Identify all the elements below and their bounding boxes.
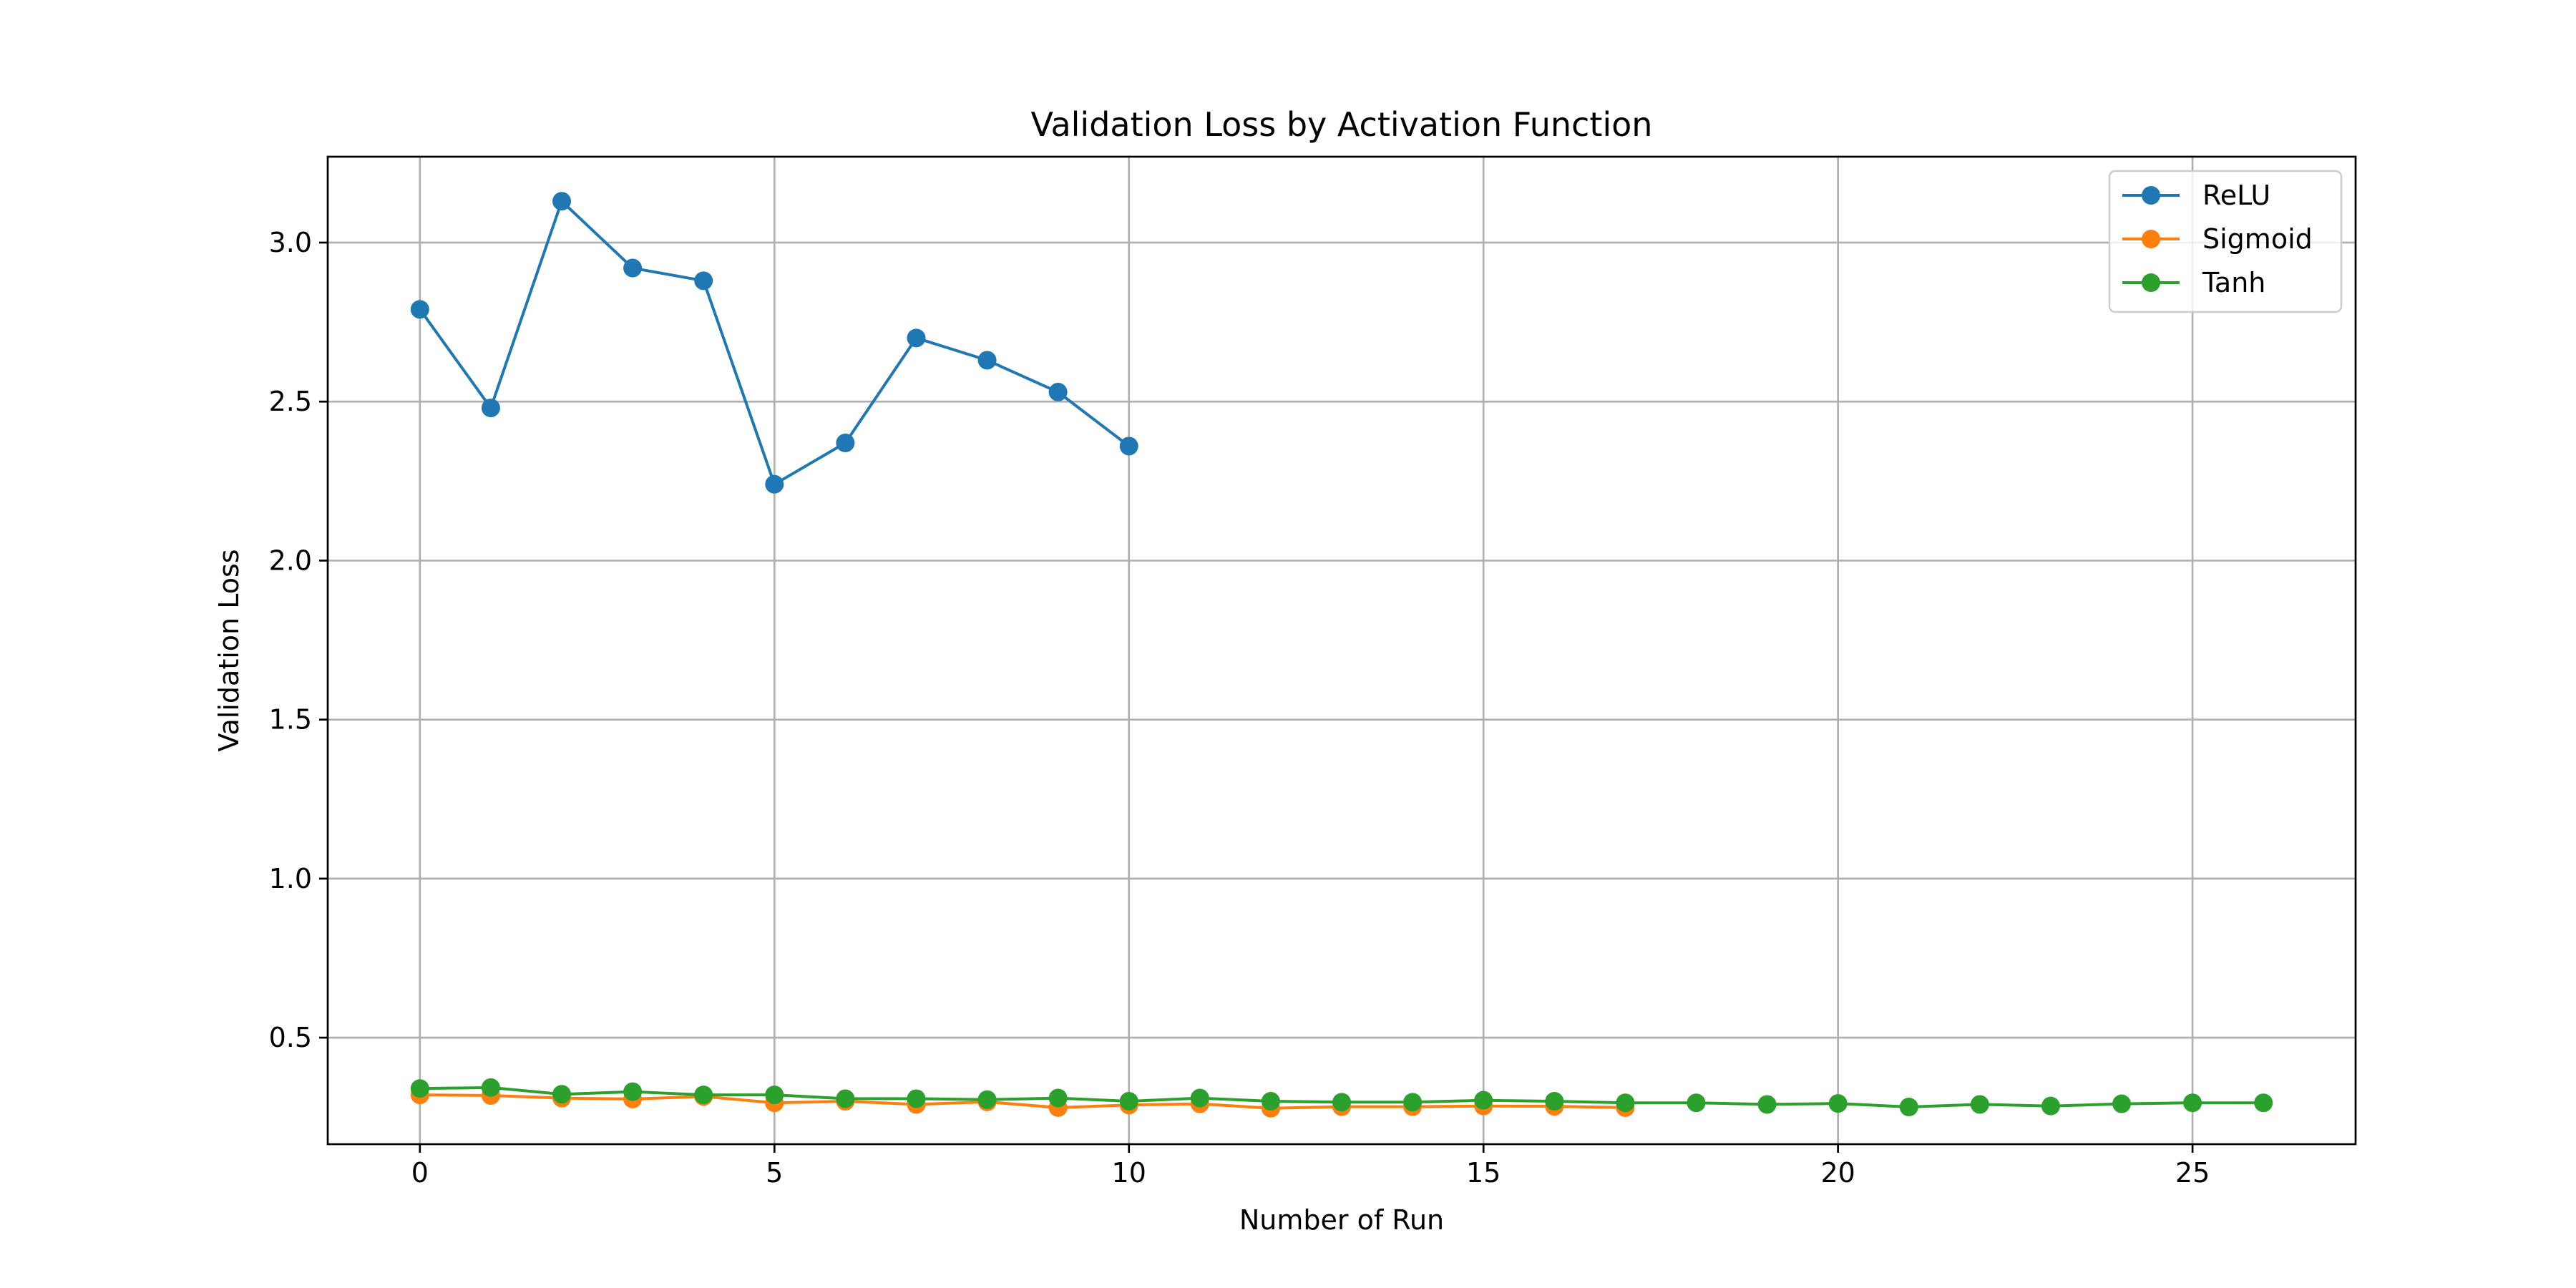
legend: ReLU Sigmoid Tanh: [2108, 170, 2343, 313]
data-point-tanh: [1757, 1095, 1777, 1114]
series-line-sigmoid: [419, 1093, 1626, 1110]
series-relu: [410, 192, 1138, 494]
data-point-tanh: [481, 1078, 500, 1097]
data-point-tanh: [2183, 1093, 2202, 1113]
y-tick-label: 3.0: [269, 227, 312, 258]
data-point-relu: [410, 300, 429, 319]
y-axis-label: Validation Loss: [213, 549, 245, 751]
data-point-tanh: [1899, 1098, 1918, 1116]
legend-frame: [2108, 170, 2343, 313]
legend-marker-tanh: [2142, 273, 2160, 292]
data-point-tanh: [1332, 1093, 1351, 1112]
x-tick-label: 5: [766, 1157, 783, 1189]
y-tick-label: 2.0: [269, 545, 312, 576]
x-tick-label: 20: [1820, 1157, 1855, 1189]
data-point-relu: [977, 351, 997, 370]
data-point-tanh: [410, 1079, 429, 1098]
series-layer: [410, 192, 2273, 1118]
data-point-relu: [623, 258, 643, 278]
chart-title: Validation Loss by Activation Function: [1031, 105, 1653, 144]
series-tanh: [410, 1078, 2273, 1116]
data-point-tanh: [1970, 1095, 1989, 1114]
data-point-tanh: [1828, 1094, 1848, 1113]
data-point-relu: [765, 474, 784, 494]
data-point-tanh: [623, 1082, 643, 1101]
data-point-tanh: [2254, 1093, 2273, 1113]
x-tick-label: 25: [2175, 1157, 2210, 1189]
legend-item-sigmoid: Sigmoid: [2122, 223, 2313, 255]
data-point-relu: [907, 328, 926, 348]
data-point-tanh: [694, 1085, 713, 1105]
legend-label-sigmoid: Sigmoid: [2202, 223, 2313, 255]
data-point-tanh: [2041, 1096, 2060, 1116]
legend-item-relu: ReLU: [2122, 180, 2270, 211]
x-tick-label: 0: [411, 1157, 429, 1189]
x-tick-label: 15: [1466, 1157, 1501, 1189]
x-axis-label: Number of Run: [1239, 1204, 1444, 1236]
y-tick-label: 1.0: [269, 863, 312, 894]
y-tick-label: 0.5: [269, 1022, 312, 1053]
data-point-tanh: [1616, 1093, 1635, 1113]
legend-item-tanh: Tanh: [2122, 267, 2265, 298]
data-point-tanh: [1545, 1092, 1564, 1111]
data-point-tanh: [2112, 1094, 2131, 1113]
data-point-tanh: [977, 1090, 997, 1109]
plot-frame: [326, 155, 2357, 1146]
y-tick-label: 2.5: [269, 386, 312, 417]
legend-label-relu: ReLU: [2202, 180, 2270, 211]
data-point-tanh: [907, 1089, 926, 1108]
data-point-tanh: [1119, 1092, 1138, 1111]
data-point-relu: [552, 192, 571, 211]
legend-marker-relu: [2142, 186, 2160, 205]
x-tick-label: 10: [1112, 1157, 1146, 1189]
data-point-tanh: [1687, 1093, 1706, 1113]
data-point-relu: [836, 434, 855, 452]
legend-label-tanh: Tanh: [2202, 267, 2265, 298]
legend-marker-sigmoid: [2142, 230, 2160, 248]
data-point-relu: [1119, 436, 1138, 456]
data-point-relu: [694, 271, 713, 291]
data-point-tanh: [1474, 1091, 1493, 1110]
data-point-tanh: [1403, 1093, 1423, 1112]
grid: [328, 157, 2356, 1144]
data-point-tanh: [836, 1089, 855, 1108]
y-tick-label: 1.5: [269, 704, 312, 736]
axis-ticks: 0 5 10 15 20 25 0.5 1.0 1.5 2.0 2.5 3.0: [269, 227, 2210, 1189]
data-point-relu: [481, 399, 500, 418]
data-point-tanh: [1261, 1092, 1280, 1111]
data-point-relu: [1048, 382, 1068, 401]
data-point-tanh: [1048, 1088, 1068, 1108]
data-point-tanh: [1190, 1088, 1209, 1108]
data-point-tanh: [552, 1085, 571, 1104]
data-point-tanh: [765, 1085, 784, 1105]
